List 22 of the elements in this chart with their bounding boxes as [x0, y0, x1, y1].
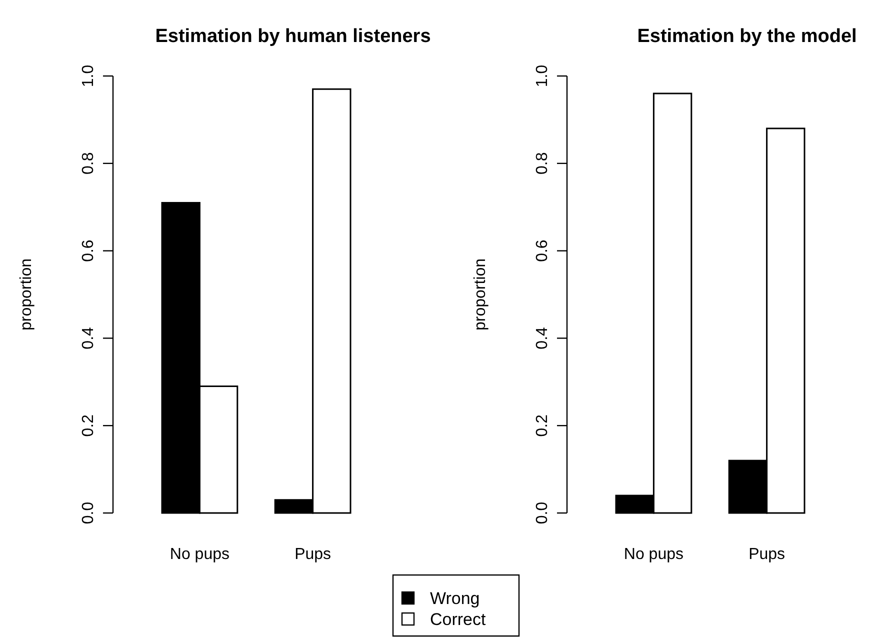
y-tick-label: 0.6: [80, 240, 98, 262]
y-tick-label: 0.4: [80, 326, 98, 350]
y-tick-label: 0.2: [534, 414, 552, 437]
chart-title: Estimation by human listeners: [155, 26, 431, 47]
x-tick-label: No pups: [624, 546, 684, 563]
y-tick-label: 0.0: [80, 502, 98, 524]
y-tick-label: 0.8: [534, 152, 552, 175]
x-tick-label: No pups: [170, 546, 230, 563]
y-axis-title: proportion: [472, 258, 489, 331]
legend-label: Wrong: [430, 589, 480, 608]
y-axis-title: proportion: [18, 258, 35, 331]
y-tick-label: 1.0: [534, 64, 552, 88]
y-tick-label: 1.0: [80, 64, 98, 88]
chart-title: Estimation by the model: [637, 26, 857, 47]
y-tick-label: 0.6: [534, 240, 552, 262]
y-tick-label: 0.8: [80, 152, 98, 175]
legend-label: Correct: [430, 610, 486, 629]
y-tick-label: 0.2: [80, 414, 98, 437]
y-tick-label: 0.0: [534, 502, 552, 524]
y-tick-label: 0.4: [534, 326, 552, 350]
x-tick-label: Pups: [294, 546, 332, 563]
x-tick-label: Pups: [748, 546, 786, 563]
